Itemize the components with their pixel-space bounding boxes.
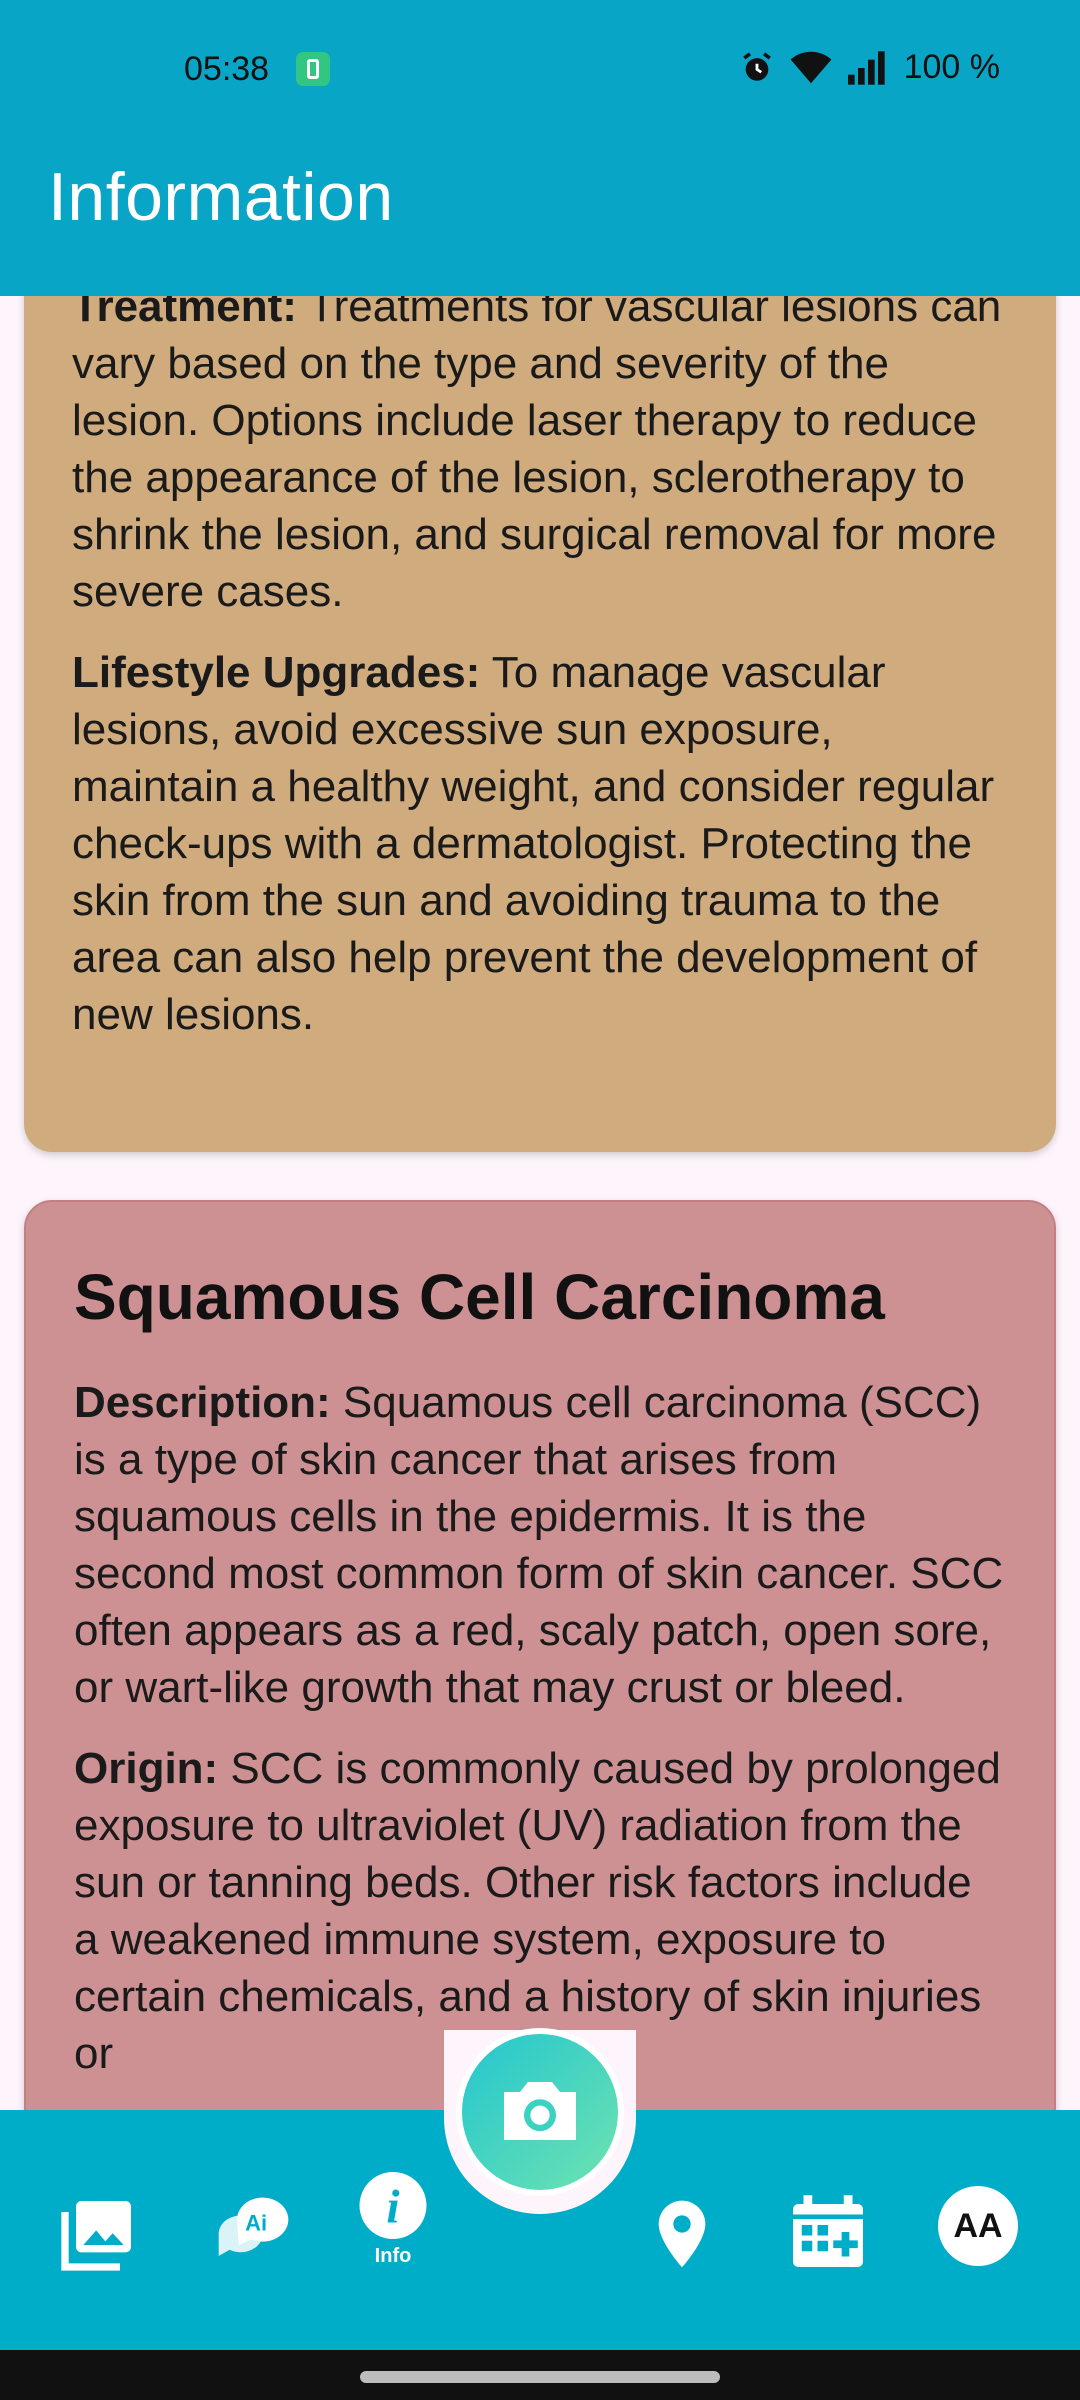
nav-location-button[interactable] bbox=[634, 2190, 730, 2286]
description-label: Description: bbox=[74, 1378, 331, 1427]
camera-button[interactable] bbox=[456, 2028, 624, 2196]
ai-chat-icon: Ai bbox=[218, 2197, 289, 2256]
font-size-circle: AA bbox=[938, 2186, 1018, 2266]
home-gesture-handle[interactable] bbox=[360, 2371, 720, 2383]
status-time: 05:38 bbox=[184, 50, 270, 88]
alarm-icon bbox=[742, 51, 771, 81]
origin-paragraph: Origin: SCC is commonly caused by prolon… bbox=[74, 1740, 1006, 2082]
signal-icon bbox=[847, 50, 885, 85]
origin-text: SCC is commonly caused by prolonged expo… bbox=[74, 1744, 1001, 2078]
calendar-add-icon bbox=[793, 2195, 863, 2267]
camera-icon bbox=[504, 2082, 576, 2140]
gallery-icon bbox=[61, 2201, 131, 2271]
nav-info-label: Info bbox=[374, 2245, 412, 2267]
lifestyle-label: Lifestyle Upgrades: bbox=[72, 648, 481, 697]
lifestyle-paragraph: Lifestyle Upgrades: To manage vascular l… bbox=[72, 644, 1008, 1043]
card-title: Squamous Cell Carcinoma bbox=[74, 1261, 885, 1333]
nav-info-button[interactable]: i Info bbox=[345, 2172, 441, 2268]
lifestyle-text: To manage vascular lesions, avoid excess… bbox=[72, 648, 995, 1039]
origin-label: Origin: bbox=[74, 1744, 219, 1793]
battery-saver-icon bbox=[296, 52, 330, 86]
info-card-vascular-lesions: Treatment: Treatments for vascular lesio… bbox=[24, 200, 1056, 1152]
status-bar: 05:38 100 % bbox=[0, 0, 1080, 140]
location-icon bbox=[658, 2200, 706, 2268]
font-size-button[interactable]: AA bbox=[930, 2186, 1026, 2282]
app-header: 05:38 100 % Information bbox=[0, 0, 1080, 296]
nav-calendar-button[interactable] bbox=[780, 2190, 876, 2286]
svg-text:Ai: Ai bbox=[245, 2210, 267, 2235]
svg-text:i: i bbox=[386, 2181, 399, 2233]
treatment-paragraph: Treatment: Treatments for vascular lesio… bbox=[72, 278, 1008, 620]
nav-ai-chat-button[interactable]: Ai bbox=[200, 2190, 296, 2286]
description-paragraph: Description: Squamous cell carcinoma (SC… bbox=[74, 1374, 1006, 1716]
treatment-text: Treatments for vascular lesions can vary… bbox=[72, 282, 1002, 616]
battery-percent: 100 % bbox=[903, 48, 1000, 86]
info-icon: i bbox=[359, 2172, 427, 2239]
font-size-label: AA bbox=[953, 2206, 1003, 2245]
description-text: Squamous cell carcinoma (SCC) is a type … bbox=[74, 1378, 1004, 1712]
nav-gallery-button[interactable] bbox=[50, 2190, 146, 2286]
page-title: Information bbox=[48, 159, 394, 235]
wifi-icon bbox=[790, 51, 831, 83]
